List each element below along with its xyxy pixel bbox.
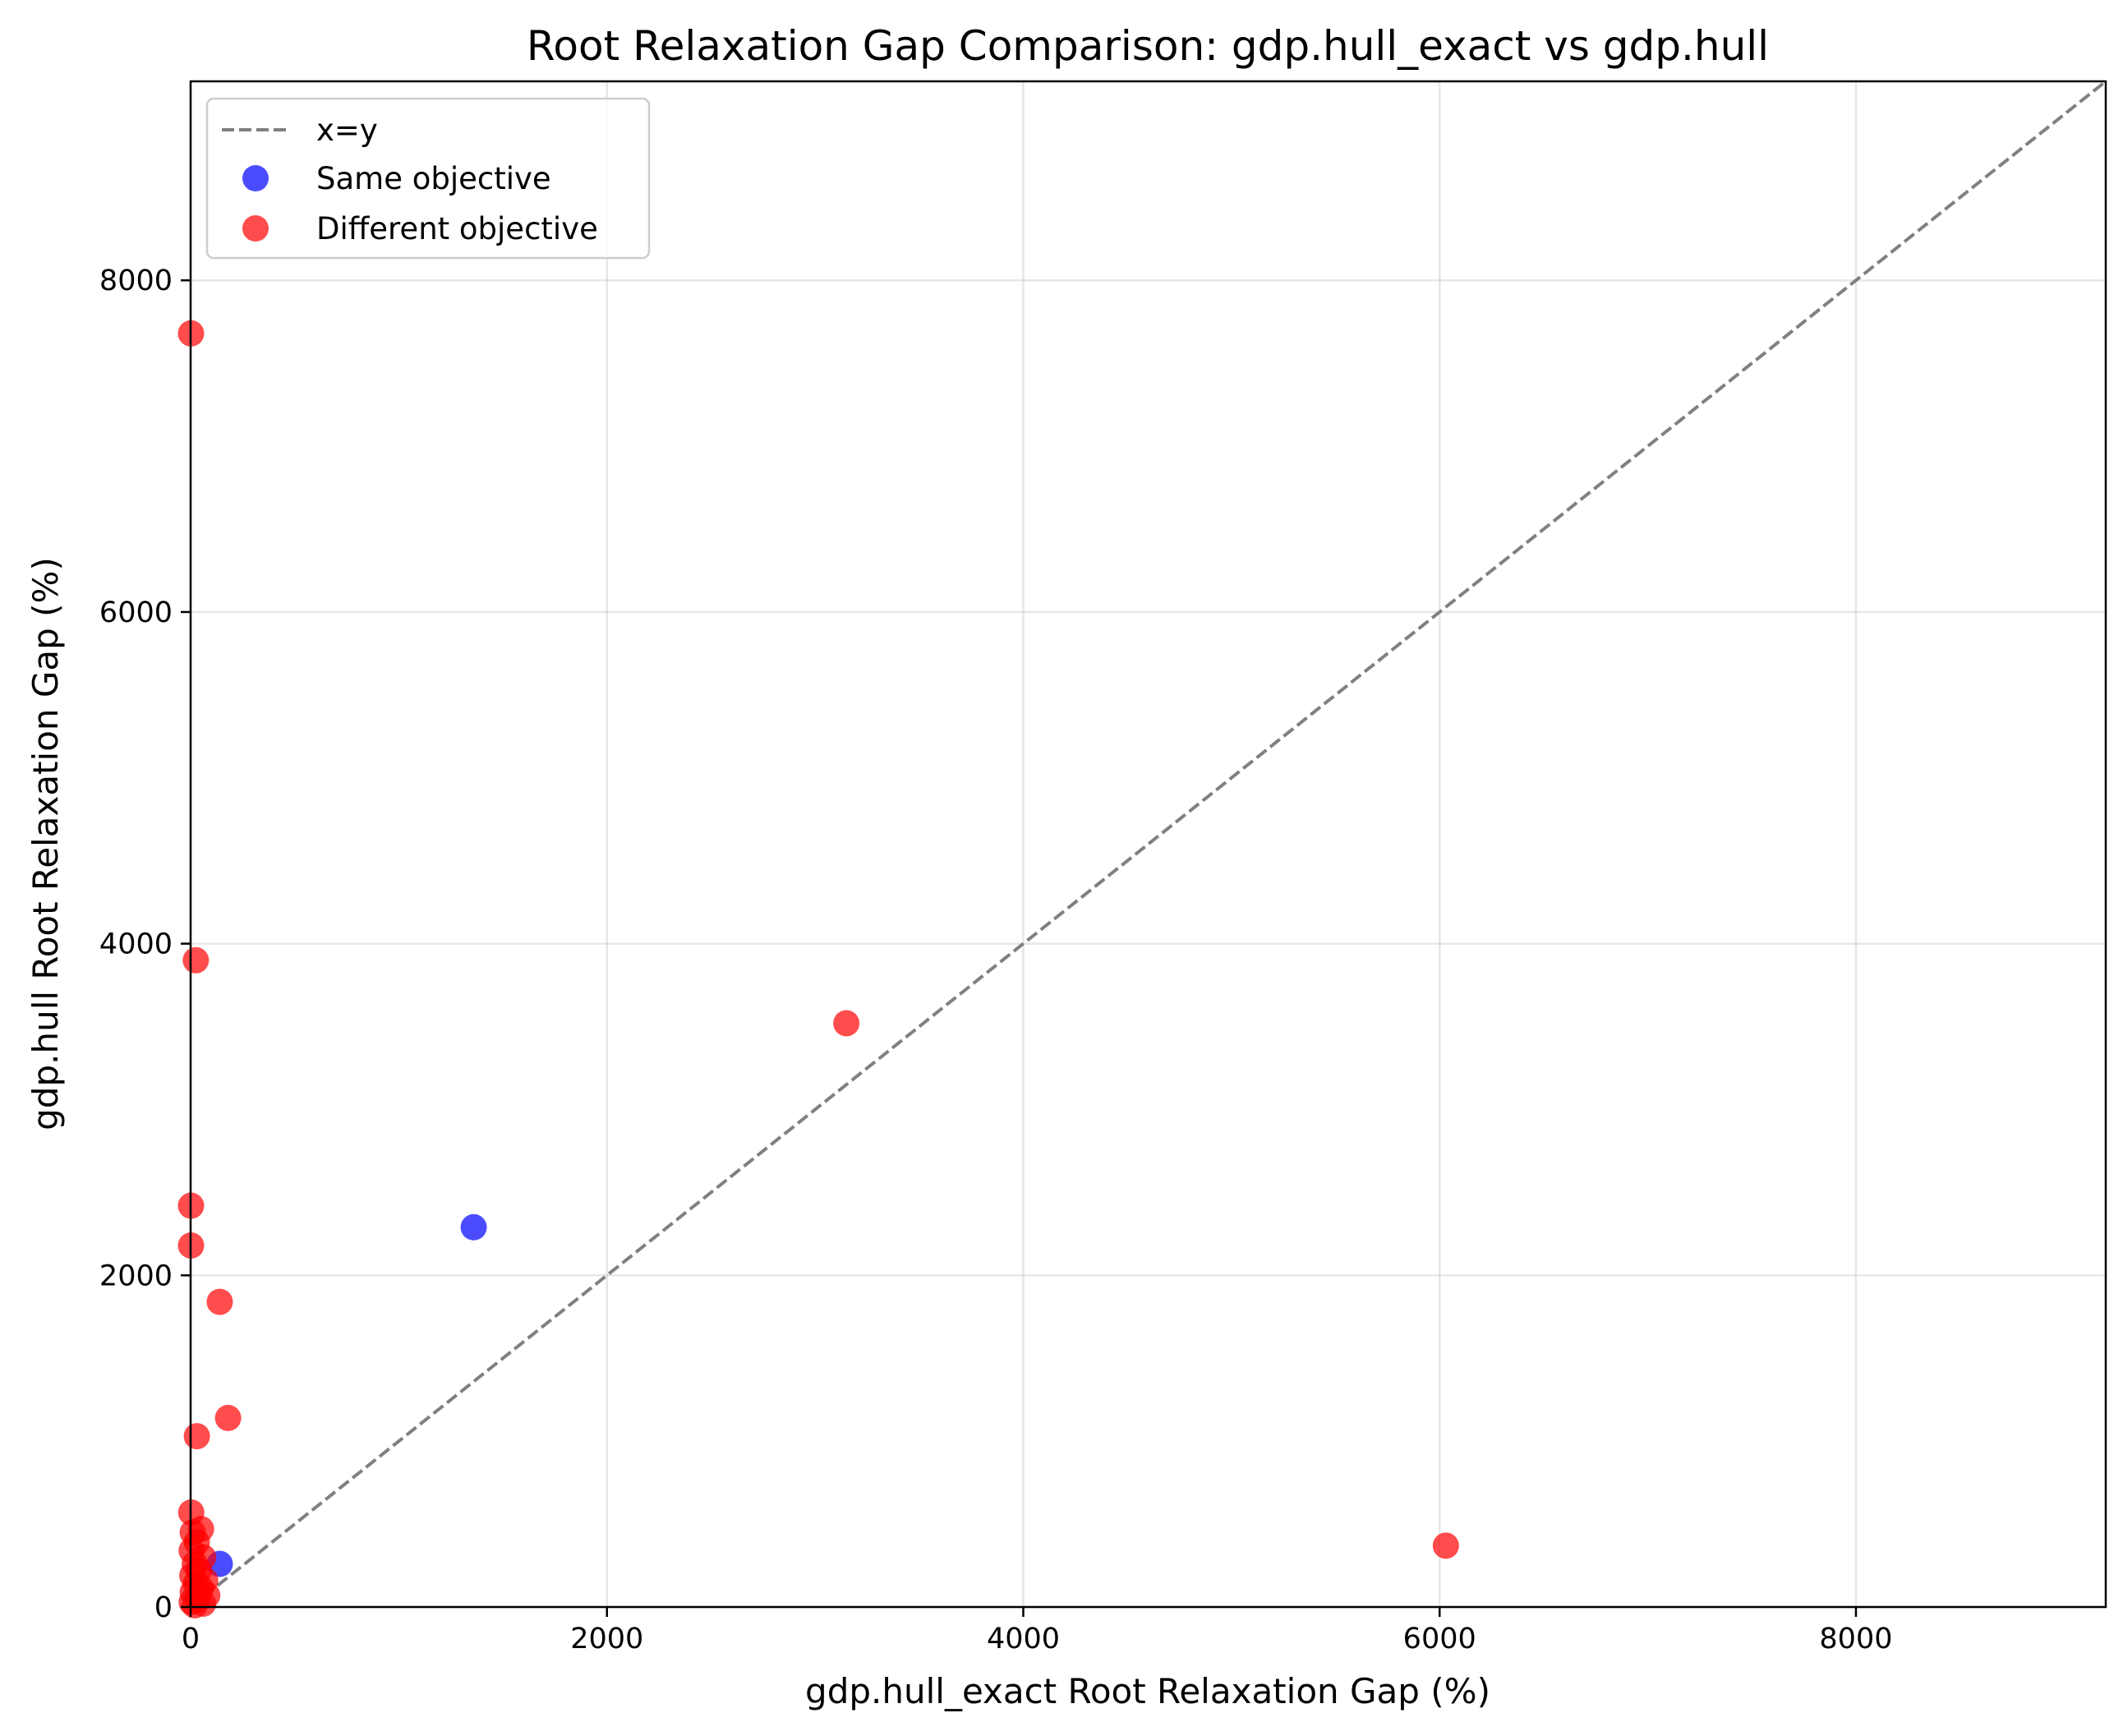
legend-label-reference: x=y <box>316 113 378 148</box>
data-point-different-objective-8 <box>1432 1532 1459 1559</box>
data-point-different-objective-26 <box>182 1591 209 1619</box>
y-axis-label: gdp.hull Root Relaxation Gap (%) <box>25 557 66 1130</box>
legend-label-same-objective: Same objective <box>316 161 551 196</box>
x-tick-label-8000: 8000 <box>1819 1623 1892 1655</box>
x-tick-label-4000: 4000 <box>987 1623 1060 1655</box>
y-axis-ticks: 0 2000 4000 6000 8000 <box>99 265 191 1624</box>
data-point-same-objective-0 <box>460 1213 487 1241</box>
legend: x=y Same objective Different objective <box>205 97 651 260</box>
y-tick-label-8000: 8000 <box>99 265 173 297</box>
data-point-different-objective-7 <box>183 1423 210 1450</box>
x-tick-label-2000: 2000 <box>570 1623 643 1655</box>
x-tick-label-6000: 6000 <box>1403 1623 1476 1655</box>
data-point-different-objective-1 <box>182 946 210 974</box>
chart-title: Root Relaxation Gap Comparison: gdp.hull… <box>527 22 1769 70</box>
data-points <box>177 320 1459 1619</box>
y-tick-label-2000: 2000 <box>99 1259 173 1292</box>
x-tick-label-0: 0 <box>182 1623 200 1655</box>
legend-swatch-different-objective <box>242 215 269 242</box>
y-tick-label-4000: 4000 <box>99 928 173 961</box>
legend-box <box>205 97 651 260</box>
data-point-different-objective-6 <box>214 1404 242 1431</box>
legend-swatch-same-objective <box>242 165 269 191</box>
legend-label-different-objective: Different objective <box>316 211 598 246</box>
reference-line-x-equals-y <box>189 80 2107 1609</box>
x-axis-ticks: 0 2000 4000 6000 8000 <box>182 1607 1892 1655</box>
data-point-different-objective-2 <box>833 1010 860 1037</box>
plot-area-frame <box>189 80 2107 1609</box>
x-axis-label: gdp.hull_exact Root Relaxation Gap (%) <box>805 1671 1490 1711</box>
data-point-different-objective-5 <box>206 1288 233 1315</box>
y-tick-label-0: 0 <box>154 1591 173 1624</box>
reference-line-group <box>189 80 2107 1609</box>
y-tick-label-6000: 6000 <box>99 596 173 629</box>
